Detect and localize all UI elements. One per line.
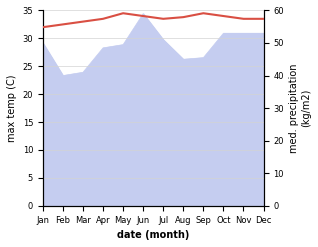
Y-axis label: max temp (C): max temp (C) [7,74,17,142]
X-axis label: date (month): date (month) [117,230,190,240]
Y-axis label: med. precipitation
(kg/m2): med. precipitation (kg/m2) [289,63,311,153]
